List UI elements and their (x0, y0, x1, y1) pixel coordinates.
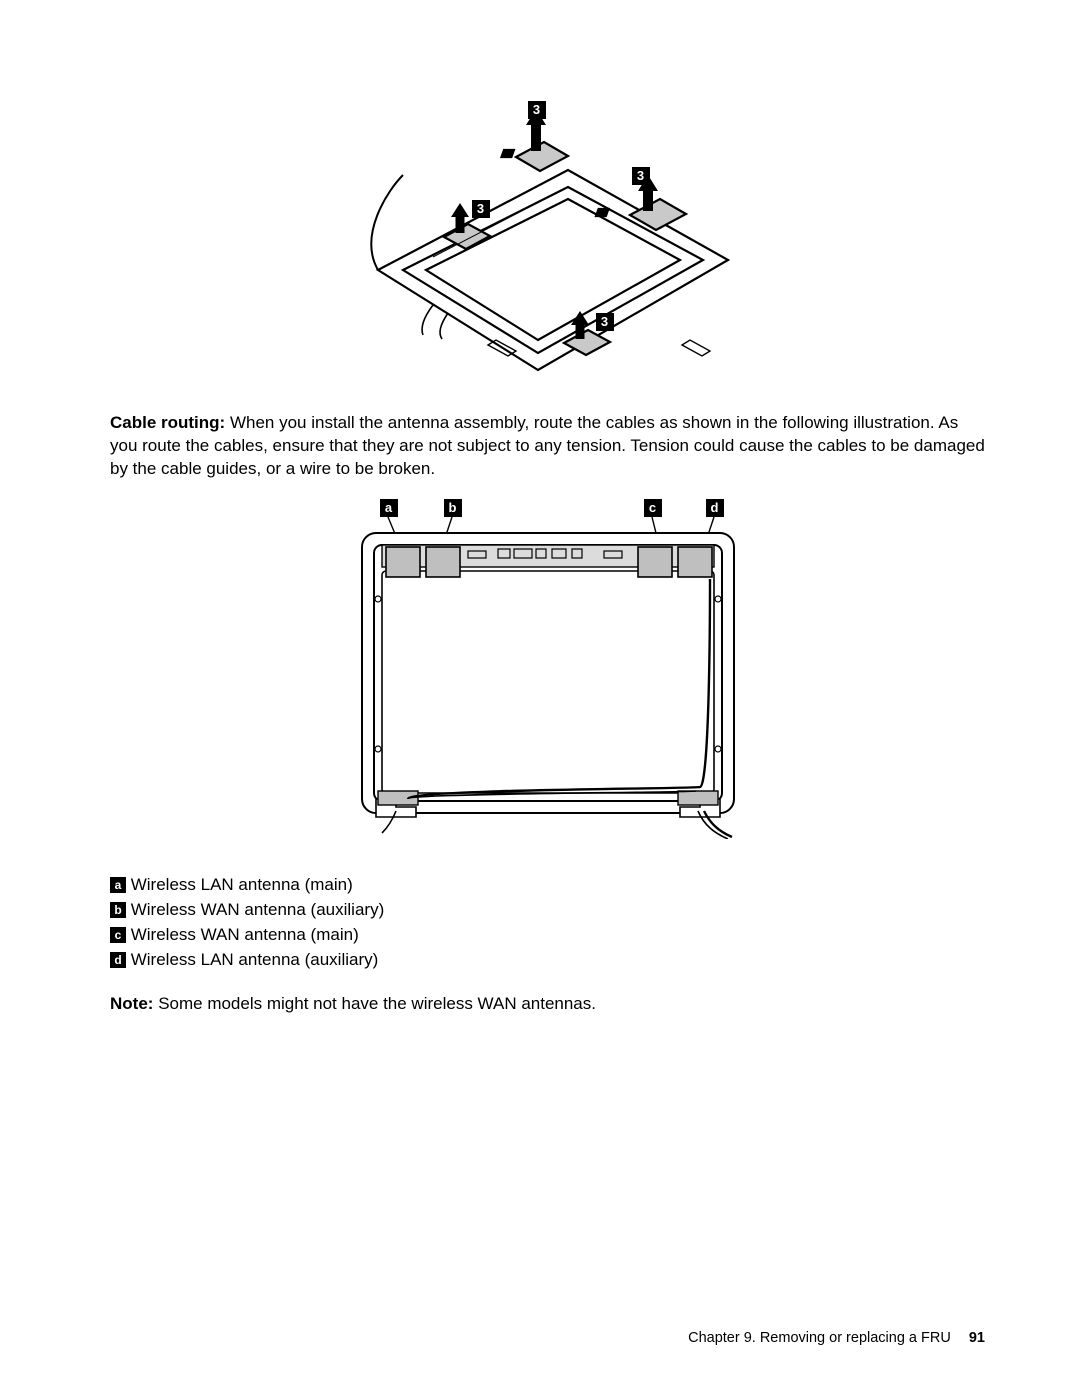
fig1-callout-3c: 3 (472, 200, 490, 218)
page-footer: Chapter 9. Removing or replacing a FRU 9… (688, 1329, 985, 1349)
fig2-callout-a: a (380, 499, 398, 517)
legend-row: b Wireless WAN antenna (auxiliary) (110, 899, 985, 922)
legend-key-d: d (110, 952, 126, 968)
figure-2-svg (348, 499, 748, 839)
note-lead: Note: (110, 994, 153, 1013)
legend-key-a: a (110, 877, 126, 893)
note-text: Some models might not have the wireless … (158, 994, 596, 1013)
figure-1-container: 3 3 3 3 (110, 95, 985, 392)
cable-routing-text: When you install the antenna assembly, r… (110, 413, 985, 478)
fig2-callout-b: b (444, 499, 462, 517)
footer-page-number: 91 (969, 1330, 985, 1346)
note-paragraph: Note: Some models might not have the wir… (110, 993, 985, 1016)
legend-text-a: Wireless LAN antenna (main) (131, 875, 353, 894)
figure-1: 3 3 3 3 (348, 95, 748, 385)
figure-2-container: a b c d (110, 499, 985, 846)
fig2-callout-c: c (644, 499, 662, 517)
antenna-legend: a Wireless LAN antenna (main) b Wireless… (110, 874, 985, 972)
fig2-callout-d: d (706, 499, 724, 517)
legend-key-b: b (110, 902, 126, 918)
legend-text-b: Wireless WAN antenna (auxiliary) (131, 900, 385, 919)
legend-key-c: c (110, 927, 126, 943)
cable-routing-lead: Cable routing: (110, 413, 225, 432)
legend-text-c: Wireless WAN antenna (main) (131, 925, 359, 944)
fig1-callout-3d: 3 (596, 313, 614, 331)
footer-chapter: Chapter 9. Removing or replacing a FRU (688, 1330, 951, 1346)
legend-text-d: Wireless LAN antenna (auxiliary) (131, 950, 379, 969)
cable-routing-paragraph: Cable routing: When you install the ante… (110, 412, 985, 481)
fig1-callout-3b: 3 (632, 167, 650, 185)
page-content: 3 3 3 3 Cable routing: When you install … (110, 95, 985, 1327)
legend-row: a Wireless LAN antenna (main) (110, 874, 985, 897)
legend-row: d Wireless LAN antenna (auxiliary) (110, 949, 985, 972)
figure-1-svg (348, 95, 748, 385)
legend-row: c Wireless WAN antenna (main) (110, 924, 985, 947)
figure-2: a b c d (348, 499, 748, 839)
fig1-callout-3a: 3 (528, 101, 546, 119)
